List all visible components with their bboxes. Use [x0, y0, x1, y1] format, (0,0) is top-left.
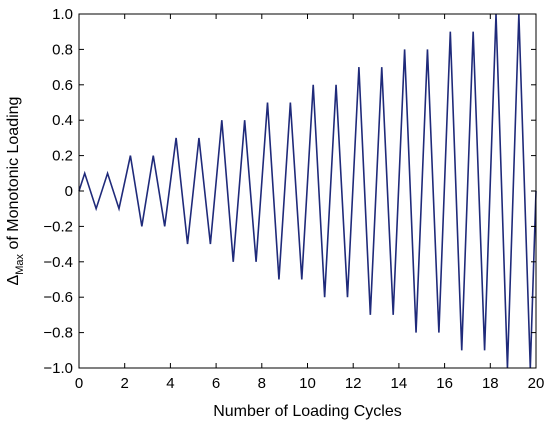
x-tick-label: 4	[166, 375, 174, 392]
x-tick-label: 12	[345, 375, 362, 392]
y-axis-label-subscript: Max	[14, 253, 26, 274]
x-tick-label: 8	[258, 375, 266, 392]
x-tick-label: 10	[299, 375, 316, 392]
y-tick-label: 0	[65, 183, 73, 200]
x-tick-label: 18	[482, 375, 499, 392]
y-tick-label: 0.6	[52, 77, 73, 94]
x-tick-label: 16	[436, 375, 453, 392]
y-axis-label-text: of Monotonic Loading	[5, 97, 22, 254]
y-tick-label: 0.4	[52, 112, 73, 129]
y-axis-label-symbol: Δ	[5, 274, 22, 285]
series-line-0	[78, 13, 537, 369]
x-tick-label: 2	[121, 375, 129, 392]
y-tick-label: −0.8	[43, 325, 73, 342]
y-axis-label: ΔMax of Monotonic Loading	[5, 97, 26, 286]
ticks-layer: 0 2 4 6 8 10 12 14 16 18 20 −1.0 −0.8 −0.6 −0.4 −0.2 0 0.…	[43, 6, 544, 392]
x-tick-label: 0	[75, 375, 83, 392]
y-tick-label: −1.0	[43, 360, 73, 377]
y-tick-label: −0.2	[43, 218, 73, 235]
x-axis-label: Number of Loading Cycles	[213, 403, 402, 420]
y-tick-label: 1.0	[52, 6, 73, 23]
x-tick-label: 14	[391, 375, 408, 392]
y-tick-label: 0.2	[52, 148, 73, 165]
y-tick-label: −0.6	[43, 289, 73, 306]
y-tick-label: 0.8	[52, 41, 73, 58]
series-layer	[78, 13, 537, 369]
x-tick-label: 20	[528, 375, 545, 392]
x-tick-label: 6	[212, 375, 220, 392]
y-tick-label: −0.4	[43, 254, 73, 271]
